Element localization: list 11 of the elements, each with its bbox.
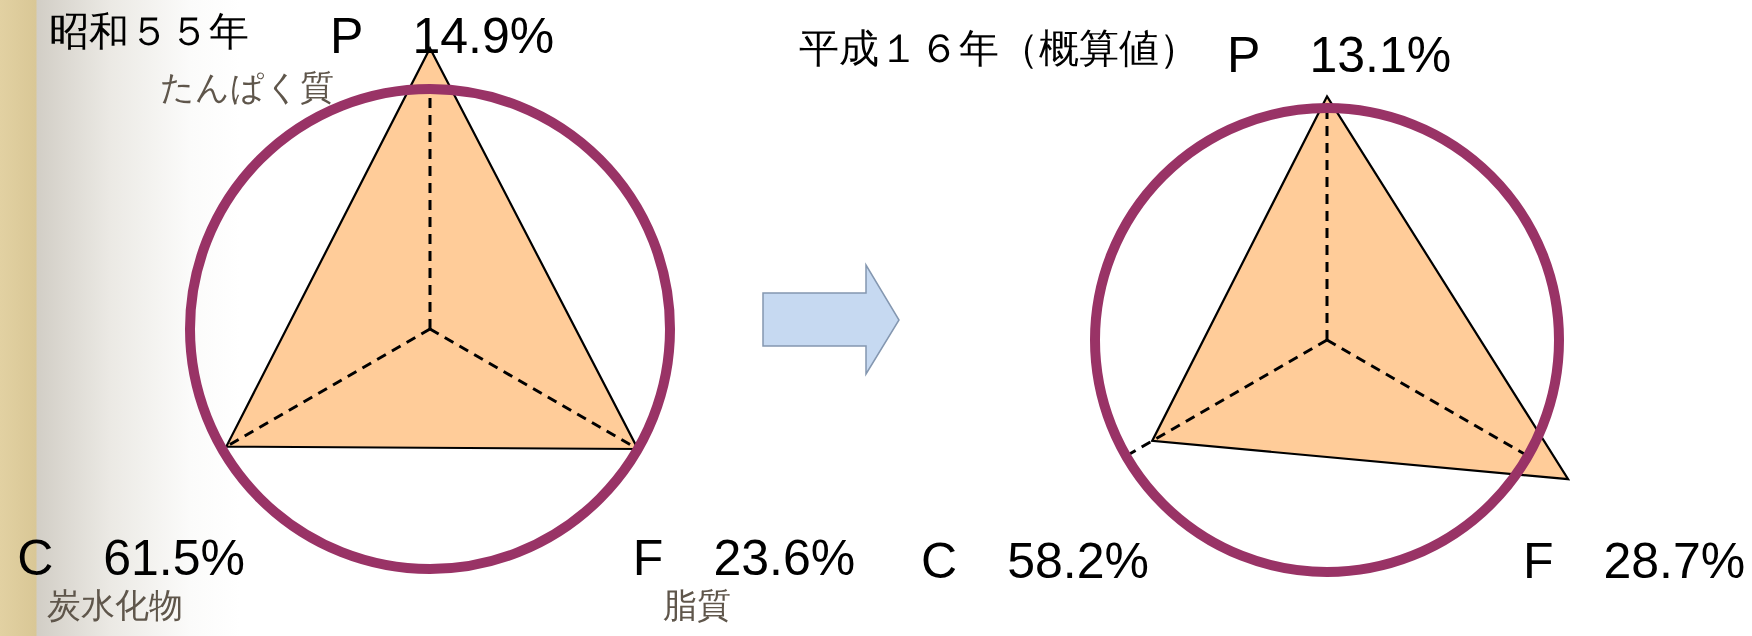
spoke-label: P 14.9%	[330, 8, 555, 64]
spoke-label: P 13.1%	[1227, 27, 1452, 83]
text: 脂質	[662, 586, 731, 624]
chart-title: 昭和５５年	[49, 9, 249, 53]
text: 炭水化物	[47, 586, 184, 624]
spoke-label: F 28.7%	[1522, 533, 1746, 589]
spoke-label: C 61.5%	[17, 530, 246, 586]
spoke-label: C 58.2%	[921, 533, 1149, 589]
spoke-label: F 23.6%	[632, 530, 856, 586]
text: たんぱく質	[160, 68, 334, 106]
chart-title: 平成１６年（概算値）	[799, 26, 1199, 70]
